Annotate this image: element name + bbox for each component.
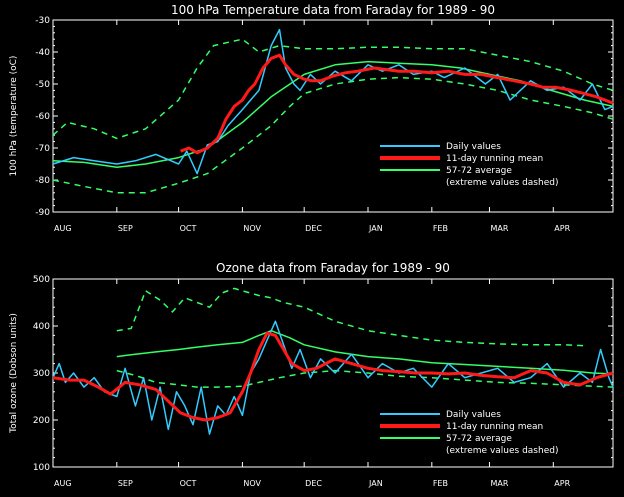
y-tick-label: 100 bbox=[33, 463, 50, 473]
temperature-panel: 100 hPa Temperature data from Faraday fo… bbox=[9, 3, 614, 233]
legend-label: (extreme values dashed) bbox=[446, 178, 558, 188]
y-tick-label: 200 bbox=[33, 416, 50, 426]
x-month-label: SEP bbox=[118, 479, 133, 488]
x-month-label: AUG bbox=[54, 224, 72, 233]
x-month-label: FEB bbox=[433, 479, 448, 488]
ozone-panel: Ozone data from Faraday for 1989 - 90 500… bbox=[9, 261, 614, 488]
y-tick-label: -30 bbox=[35, 16, 50, 26]
y-tick-label: -70 bbox=[35, 144, 50, 154]
x-month-label: AUG bbox=[54, 479, 72, 488]
plot-frame bbox=[52, 278, 614, 468]
x-month-label: NOV bbox=[243, 479, 261, 488]
legend-label: 11-day running mean bbox=[446, 422, 543, 432]
y-tick-label: 400 bbox=[33, 322, 50, 332]
series-line-57-72-minimum bbox=[52, 76, 614, 194]
x-month-label: DEC bbox=[305, 224, 322, 233]
y-tick-label: -90 bbox=[35, 208, 50, 218]
legend-label: (extreme values dashed) bbox=[446, 446, 558, 456]
legend-label: 57-72 average bbox=[446, 434, 512, 444]
x-month-label: DEC bbox=[305, 479, 322, 488]
series-line-57-72-maximum bbox=[116, 287, 585, 347]
x-month-label: NOV bbox=[243, 224, 261, 233]
series-line-daily-values bbox=[52, 28, 614, 175]
x-month-label: FEB bbox=[433, 224, 448, 233]
y-tick-label: -60 bbox=[35, 112, 50, 122]
x-month-label: APR bbox=[554, 479, 570, 488]
legend-label: 57-72 average bbox=[446, 166, 512, 176]
x-month-label: OCT bbox=[180, 479, 197, 488]
chart-title: Ozone data from Faraday for 1989 - 90 bbox=[216, 261, 450, 275]
x-month-label: MAR bbox=[490, 224, 508, 233]
series-line-57-72-average bbox=[116, 329, 614, 375]
y-tick-label: 500 bbox=[33, 275, 50, 285]
x-month-label: OCT bbox=[180, 224, 197, 233]
y-axis-label: 100 hPa (temperature (oC) bbox=[9, 56, 19, 177]
y-tick-label: -40 bbox=[35, 48, 50, 58]
x-month-label: SEP bbox=[118, 224, 133, 233]
series-line-11-day-running-mean bbox=[180, 53, 614, 155]
x-month-label: JAN bbox=[368, 224, 383, 233]
series-line-daily-values bbox=[52, 320, 614, 435]
legend-label: Daily values bbox=[446, 142, 501, 152]
series-line-11-day-running-mean bbox=[52, 331, 614, 422]
legend-label: 11-day running mean bbox=[446, 154, 543, 164]
x-month-label: JAN bbox=[368, 479, 383, 488]
y-axis-label: Total ozone (Dobson units) bbox=[9, 313, 19, 434]
chart-title: 100 hPa Temperature data from Faraday fo… bbox=[171, 3, 495, 17]
x-month-label: MAR bbox=[490, 479, 508, 488]
x-month-label: APR bbox=[554, 224, 570, 233]
series-line-57-72-maximum bbox=[52, 38, 614, 140]
y-tick-label: -80 bbox=[35, 176, 50, 186]
y-tick-label: 300 bbox=[33, 369, 50, 379]
legend-label: Daily values bbox=[446, 410, 501, 420]
y-tick-label: -50 bbox=[35, 80, 50, 90]
series-line-57-72-minimum bbox=[116, 369, 614, 388]
